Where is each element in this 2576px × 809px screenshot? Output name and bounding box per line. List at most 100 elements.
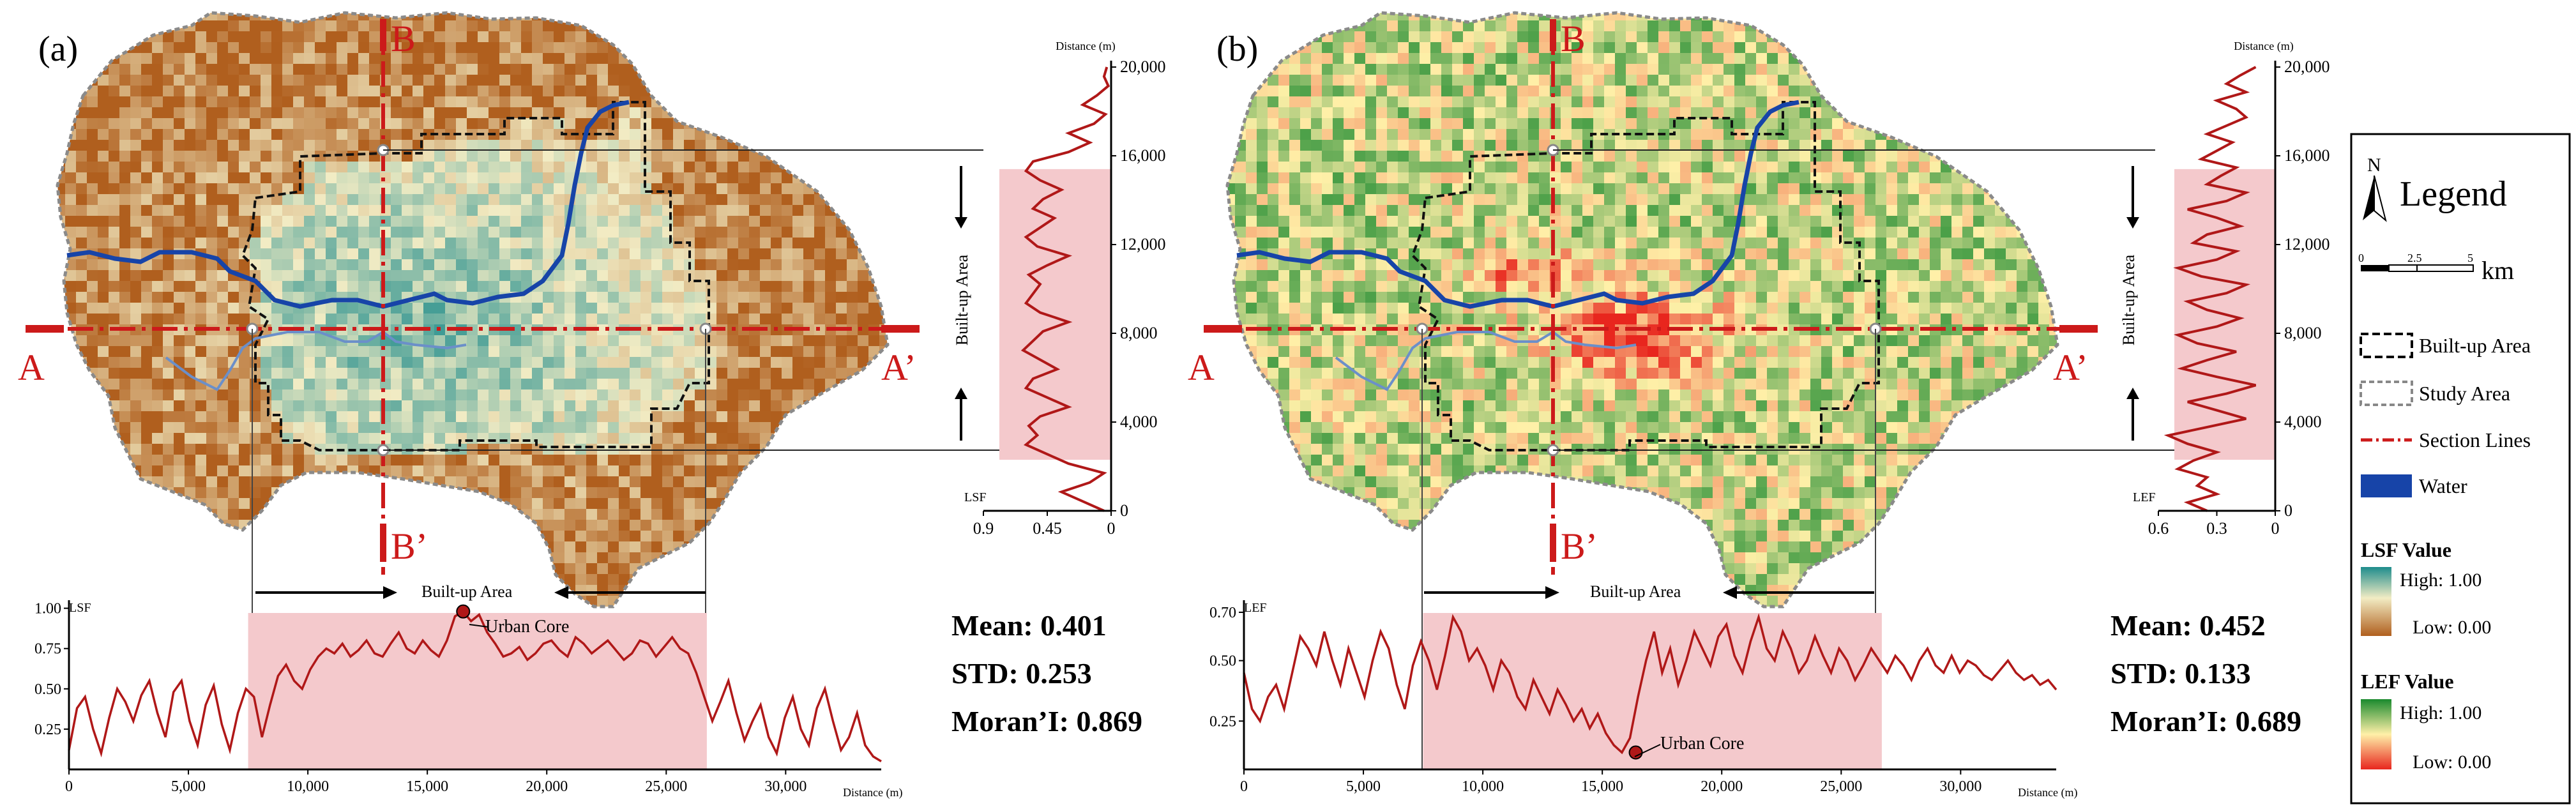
raster-cell [119,574,131,586]
raster-cell [771,118,782,130]
raster-cell [1724,64,1735,75]
raster-cell [575,476,587,488]
raster-cell [695,248,706,260]
raster-cell [119,238,131,249]
raster-cell [1322,20,1333,32]
raster-cell [836,455,847,466]
raster-cell [130,607,142,618]
raster-cell [2049,42,2057,54]
raster-cell [119,140,131,151]
raster-cell [1365,42,1377,54]
raster-cell [564,270,576,282]
raster-cell [456,118,467,130]
raster-cell [630,248,641,260]
raster-cell [391,389,402,401]
raster-cell [391,64,402,75]
raster-cell [532,487,543,499]
raster-cell [119,292,131,303]
raster-cell [564,487,576,499]
raster-cell [326,75,337,86]
raster-cell [1593,75,1605,86]
raster-cell [152,346,163,358]
raster-cell [858,205,869,216]
raster-cell [1908,42,1920,54]
hprofile-xtick-label: 30,000 [764,778,807,795]
raster-cell [868,563,880,575]
raster-cell [250,400,261,412]
raster-cell [391,498,402,510]
raster-cell [413,509,424,520]
raster-cell [434,379,446,390]
raster-cell [1604,64,1616,75]
raster-cell [814,129,826,140]
raster-cell [261,552,272,564]
raster-cell [369,596,381,607]
raster-cell [87,194,98,206]
raster-cell [271,259,283,271]
raster-cell [499,53,511,64]
raster-cell [478,216,489,227]
raster-cell [206,607,218,618]
raster-cell [57,552,66,564]
water-river-a [66,100,630,309]
raster-cell [803,422,815,434]
raster-cell [564,422,576,434]
raster-cell [651,107,663,119]
raster-cell [586,281,598,292]
stat-moran-a: Moran’I: 0.869 [951,705,1142,737]
raster-cell [250,292,261,303]
raster-cell [564,433,576,444]
lsf-raster-cells [57,13,902,618]
raster-cell [1756,42,1768,54]
raster-cell [803,520,815,531]
raster-cell [695,335,706,347]
raster-cell [141,194,153,206]
raster-cell [87,292,98,303]
raster-cell [185,509,196,520]
raster-cell [478,96,489,108]
raster-cell [521,205,533,216]
raster-cell [239,107,250,119]
raster-cell [228,118,239,130]
raster-cell [836,259,847,271]
raster-cell [651,292,663,303]
raster-cell [434,172,446,184]
raster-cell [1539,75,1550,86]
raster-cell [57,455,66,466]
raster-cell [315,476,326,488]
raster-cell [174,64,185,75]
raster-cell [695,357,706,368]
raster-cell [706,248,717,260]
raster-cell [510,455,522,466]
raster-cell [825,368,837,379]
raster-cell [271,574,283,586]
raster-cell [337,498,348,510]
raster-cell [760,107,771,119]
raster-cell [575,13,587,21]
raster-cell [521,487,533,499]
raster-cell [1745,53,1757,64]
raster-cell [250,444,261,455]
raster-cell [467,259,478,271]
raster-cell [640,238,652,249]
raster-cell [803,303,815,314]
raster-cell [640,400,652,412]
raster-cell [662,292,674,303]
raster-cell [575,216,587,227]
raster-cell [554,509,565,520]
raster-cell [771,194,782,206]
raster-cell [261,433,272,444]
raster-cell [141,389,153,401]
raster-cell [304,400,315,412]
raster-cell [174,444,185,455]
raster-cell [662,346,674,358]
raster-cell [510,162,522,173]
raster-cell [706,585,717,596]
raster-cell [782,552,793,564]
raster-cell [337,389,348,401]
raster-cell [1387,13,1398,21]
raster-cell [890,487,902,499]
raster-cell [662,596,674,607]
raster-cell [141,357,153,368]
raster-cell [792,42,804,54]
